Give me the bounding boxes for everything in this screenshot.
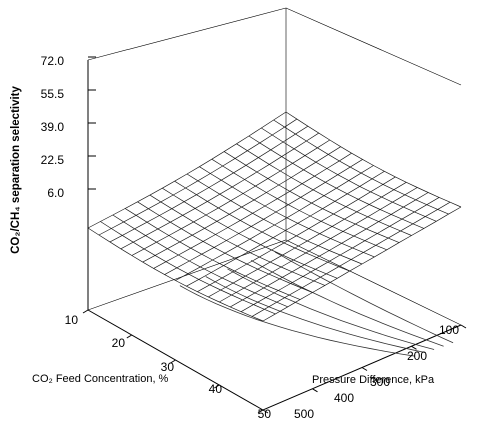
mesh-line-y (248, 135, 425, 229)
x-tick (257, 409, 264, 414)
y-tick (262, 409, 269, 414)
back-wall-edge (87, 7, 287, 240)
floor-contours (179, 251, 454, 357)
z-tick-label: 55.5 (41, 87, 65, 101)
mesh-line-x (164, 159, 363, 275)
plot-frame (87, 7, 462, 411)
x-tick (126, 334, 133, 339)
mesh-line-y (261, 127, 437, 222)
mesh-line-x (87, 111, 287, 229)
x-axis-title: CO₂ Feed Concentration, % (32, 373, 169, 385)
y-tick-label: 500 (294, 407, 314, 421)
back-wall-top-right (285, 7, 462, 86)
x-tick-label: 30 (161, 360, 175, 374)
mesh-line-y (223, 151, 400, 243)
mesh-line-x (208, 181, 407, 298)
z-tick-labels: 6.0 22.5 39.0 55.5 72.0 (41, 54, 65, 200)
y-tick-label: 200 (407, 349, 427, 363)
y-axis-title: Pressure Difference, kPa (312, 374, 435, 386)
mesh-line-y (112, 214, 288, 308)
contour-line (274, 251, 454, 344)
mesh-line-y (87, 227, 264, 322)
mesh-line-x (142, 146, 341, 263)
z-tick-label: 6.0 (47, 186, 64, 200)
mesh-line-y (149, 194, 326, 286)
contour-line (251, 260, 444, 347)
mesh-line-x (240, 197, 440, 313)
contour-line (227, 268, 435, 350)
axis-ticks (82, 56, 467, 414)
z-tick-label: 72.0 (41, 54, 65, 68)
x-tick-labels: 10 20 30 40 50 (65, 313, 272, 421)
mesh-line-y (137, 201, 313, 293)
y-tick-label: 400 (334, 391, 354, 405)
contour-line (205, 276, 426, 353)
y-tick-label: 100 (439, 323, 459, 337)
mesh-line-y (236, 143, 412, 236)
mesh-line-y (199, 166, 375, 258)
mesh-line-x (219, 187, 418, 303)
mesh-line-x (109, 125, 309, 243)
y-tick (411, 345, 417, 350)
x-tick (214, 384, 220, 389)
z-tick-label: 39.0 (41, 120, 65, 134)
mesh-line-x (197, 176, 396, 293)
mesh-line-x (98, 118, 298, 236)
response-surface (87, 111, 462, 322)
y-tick (312, 388, 318, 393)
mesh-line-x (230, 192, 429, 308)
mesh-line-y (162, 187, 338, 279)
floor-back-edges (87, 239, 462, 326)
mesh-line-y (211, 158, 387, 251)
contour-line (179, 285, 416, 357)
mesh-line-y (100, 221, 276, 315)
x-tick-label: 40 (209, 382, 223, 396)
x-tick-label: 50 (258, 407, 272, 421)
mesh-line-y (174, 180, 350, 272)
y-tick (460, 324, 467, 329)
y-tick-labels: 100 200 300 400 500 (294, 323, 459, 421)
y-tick-label: 300 (370, 375, 390, 389)
mesh-line-y (124, 208, 301, 300)
z-tick-label: 22.5 (41, 153, 65, 167)
x-tick (82, 309, 89, 314)
y-tick (361, 367, 368, 371)
x-tick-label: 20 (112, 336, 126, 350)
x-tick-label: 10 (65, 313, 79, 327)
x-tick (170, 359, 176, 364)
mesh-line-y (273, 119, 449, 215)
mesh-line-x (153, 152, 352, 269)
mesh-line-y (285, 111, 462, 208)
z-axis-title: CO₂/CH₄ separation selectivity (10, 85, 22, 253)
mesh-line-y (186, 173, 363, 265)
